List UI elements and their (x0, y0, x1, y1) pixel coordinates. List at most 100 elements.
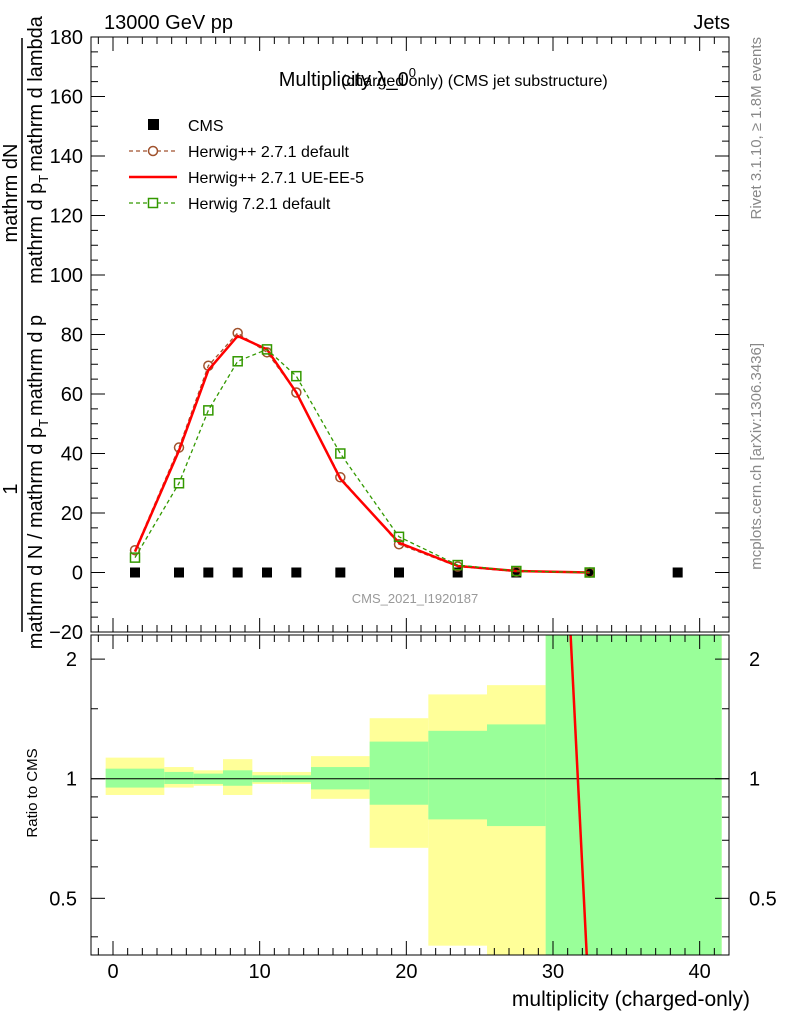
legend-item: CMS (148, 118, 224, 135)
legend-label: Herwig 7.2.1 default (188, 196, 331, 213)
series-herwig-7-2-1-default (129, 344, 595, 578)
y-axis-label-denominator-main: mathrm d N / mathrm d p (25, 427, 47, 649)
cms-data-point (262, 567, 272, 578)
plot-title-main: Multiplicity λ_0 (279, 69, 409, 91)
cms-data-point (174, 567, 184, 578)
legend-marker-circle (147, 145, 159, 157)
plot-title-superscript: 0 (409, 65, 416, 80)
series-marker-square (452, 559, 463, 571)
ratio-uncertainty-bands (105, 635, 722, 955)
x-tick-label: 30 (542, 961, 564, 983)
series-marker-circle (291, 387, 302, 398)
ratio-series-line (569, 635, 588, 955)
cms-data-point (452, 567, 463, 578)
series-marker-square (584, 567, 595, 578)
cms-data-point (130, 567, 140, 578)
ratio-tick-label-right: 0.5 (749, 888, 777, 910)
series-herwig-2-7-1-ue-ee-5 (133, 334, 590, 574)
ratio-plot-frame (90, 634, 730, 956)
cms-data-point (203, 567, 214, 578)
y-axis-label-full-top-tail: N (0, 144, 22, 158)
ratio-axis-ticks: 0.5 0.51 12 20 10 20 30 40 (49, 635, 777, 983)
series-marker-square (261, 344, 273, 355)
series-line (134, 348, 590, 574)
ratio-stat-band (487, 724, 546, 827)
series-marker-square (291, 370, 302, 382)
main-series-group (129, 327, 683, 578)
ratio-y-axis-label: Ratio to CMS (24, 748, 41, 837)
y-axis-label-fraction-top: 1 (0, 483, 22, 494)
legend-item: Herwig++ 2.7.1 UE-EE-5 (129, 170, 364, 187)
y-axis-label-full-bottom-tail: mathrm d lambda (25, 15, 47, 171)
x-tick-label: 0 (107, 961, 118, 983)
cms-data-point (291, 567, 302, 578)
legend-item: Herwig++ 2.7.1 default (129, 144, 350, 161)
ratio-tick-label-left: 0.5 (49, 888, 77, 910)
y-axis-label-full-bottom: mathrm d pTmathrm d lambda (25, 15, 51, 284)
cms-data-point (394, 567, 404, 578)
y-axis-label-full-top: mathrm dN (0, 144, 22, 243)
main-plot-panel: −20 0 20 40 60 80 100 120 140 160 180 CMS_2021_I19… (49, 27, 730, 644)
series-marker-square (335, 448, 346, 459)
y-tick-label: 120 (50, 206, 83, 228)
legend-label: Herwig++ 2.7.1 UE-EE-5 (188, 170, 364, 187)
y-tick-label: 140 (50, 146, 83, 168)
ratio-stat-band (223, 770, 253, 786)
y-tick-label: 40 (61, 444, 83, 466)
y-axis-label-denominator-sub: T (36, 419, 51, 427)
cms-data-point (672, 567, 683, 578)
series-marker-square (203, 405, 214, 416)
y-tick-label: 80 (61, 325, 83, 347)
ratio-tick-label-right: 2 (749, 649, 760, 671)
series-marker-square (393, 531, 405, 543)
series-marker-square (511, 565, 522, 577)
ratio-stat-band (369, 741, 429, 805)
rivet-version-label: Rivet 3.1.10, ≥ 1.8M events (748, 37, 765, 220)
series-cms (130, 567, 683, 578)
plot-title-suffix: (charged only) (CMS jet substructure) (341, 73, 608, 90)
series-marker-circle (335, 472, 346, 483)
legend-marker-square (148, 119, 159, 130)
y-tick-label: 160 (50, 87, 83, 109)
ratio-tick-label-left: 2 (66, 649, 77, 671)
y-axis-label: 1 mathrm d N / mathrm d pTmathrm d p mat… (0, 15, 51, 649)
series-marker-square (173, 478, 185, 489)
series-line (134, 332, 590, 574)
source-credit-label: mcplots.cern.ch [arXiv:1306.3436] (748, 343, 765, 570)
legend-item: Herwig 7.2.1 default (129, 196, 331, 213)
ratio-tick-label-left: 1 (66, 769, 77, 791)
y-tick-label: 60 (61, 384, 83, 406)
category-label: Jets (693, 12, 730, 34)
y-axis-label-denominator: mathrm d N / mathrm d pTmathrm d p (25, 315, 51, 649)
x-tick-label: 40 (689, 961, 711, 983)
legend-label: Herwig++ 2.7.1 default (188, 144, 350, 161)
y-tick-label: 100 (50, 265, 83, 287)
series-marker-square (129, 552, 141, 563)
energy-label: 13000 GeV pp (104, 12, 233, 34)
y-tick-label: 0 (72, 563, 83, 585)
y-tick-label: −20 (49, 622, 83, 644)
y-axis-label-full-bottom-sub: T (36, 175, 51, 183)
ratio-stat-band (105, 768, 165, 788)
ratio-plot-panel: 0.5 0.51 12 20 10 20 30 40 Ratio to CMS (24, 634, 777, 983)
y-tick-label: 20 (61, 503, 83, 525)
y-axis-label-full-top-main: mathrm d (0, 158, 22, 242)
y-tick-label: 180 (50, 27, 83, 49)
series-herwig-2-7-1-default (129, 327, 595, 578)
main-plot-frame (90, 36, 730, 633)
ratio-series-group (569, 635, 588, 955)
x-tick-label: 20 (395, 961, 417, 983)
series-marker-square (232, 356, 243, 367)
ratio-stat-band (428, 730, 487, 820)
cms-data-point (335, 567, 346, 578)
ratio-tick-label-right: 1 (749, 769, 760, 791)
y-axis-label-full-bottom-main: mathrm d p (25, 183, 47, 284)
ratio-stat-band (164, 771, 194, 784)
plot-title: Multiplicity λ_00 (279, 65, 416, 91)
ratio-stat-band (545, 635, 722, 955)
legend-label: CMS (188, 118, 224, 135)
x-axis-label: multiplicity (charged-only) (512, 988, 750, 1011)
cms-data-point (511, 567, 522, 578)
legend: CMS Herwig++ 2.7.1 default Herwig++ 2.7.1 … (129, 118, 364, 213)
